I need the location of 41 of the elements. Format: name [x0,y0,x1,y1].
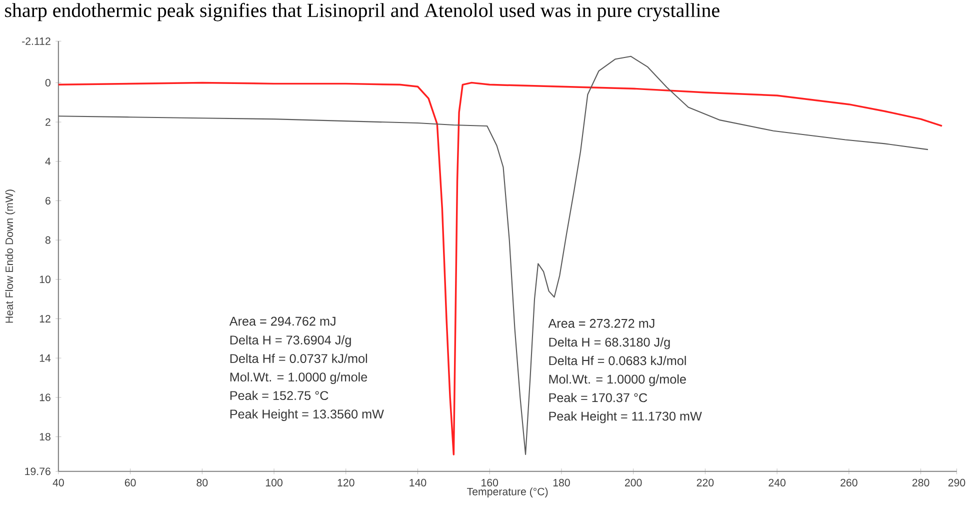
y-tick-label: 18 [40,433,50,441]
y-tick-label: 0 [45,79,50,87]
x-tick-label: 240 [768,478,786,486]
annotation: Peak Height = 13.3560 mW [230,409,384,422]
y-tick-label: 8 [45,236,50,244]
x-tick-label: 220 [696,478,714,486]
x-tick-label: 80 [196,478,208,486]
annotation: Delta H = 73.6904 J/g [230,335,351,348]
x-tick-label: 60 [124,478,136,486]
x-tick-label: 260 [840,478,858,486]
y-tick-label: -2.112 [22,38,50,45]
y-tick-label: 14 [40,354,51,362]
y-tick-label: 4 [45,158,51,166]
annotation: Mol.Wt. = 1.0000 g/mole [549,374,686,386]
x-tick-label: 160 [482,478,498,486]
annotation: Delta H = 68.3180 J/g [549,337,670,350]
y-tick-label: 2 [46,118,50,126]
annotation: Delta Hf = 0.0737 kJ/mol [230,354,367,364]
y-tick-label: 6 [46,197,50,205]
y-tick-label: 19.76 [25,468,50,476]
x-tick-label: 180 [553,478,570,486]
annotation: Delta Hf = 0.0683 kJ/mol [549,356,686,366]
y-tick-label: 16 [40,394,50,402]
x-tick-label: 100 [266,478,282,486]
x-tick-label: 120 [338,478,354,486]
annotation: Mol.Wt. = 1.0000 g/mole [230,372,368,384]
y-tick-label: 10 [40,276,50,284]
x-tick-label: 40 [52,478,64,486]
x-tick-label: 280 [912,478,930,486]
x-axis-title: Temperature (°C) [467,488,548,498]
annotation: Peak Height = 11.1730 mW [549,411,702,424]
y-axis-title: Heat Flow Endo Down (mW) [5,190,16,323]
annotation: Peak = 170.37 °C [549,392,648,402]
x-tick-label: 290 [948,478,966,486]
annotation: Area = 273.272 mJ [548,318,654,328]
annotation: Peak = 152.75 °C [230,390,328,400]
annotation: Area = 294.762 mJ [229,316,336,326]
x-tick-label: 140 [410,478,426,486]
x-tick-label: 200 [625,478,642,486]
chart-title: sharp endothermic peak signifies that Lisinopril and Atenolol used was in pure crystalline [5,2,720,22]
y-tick-label: 12 [40,315,50,323]
